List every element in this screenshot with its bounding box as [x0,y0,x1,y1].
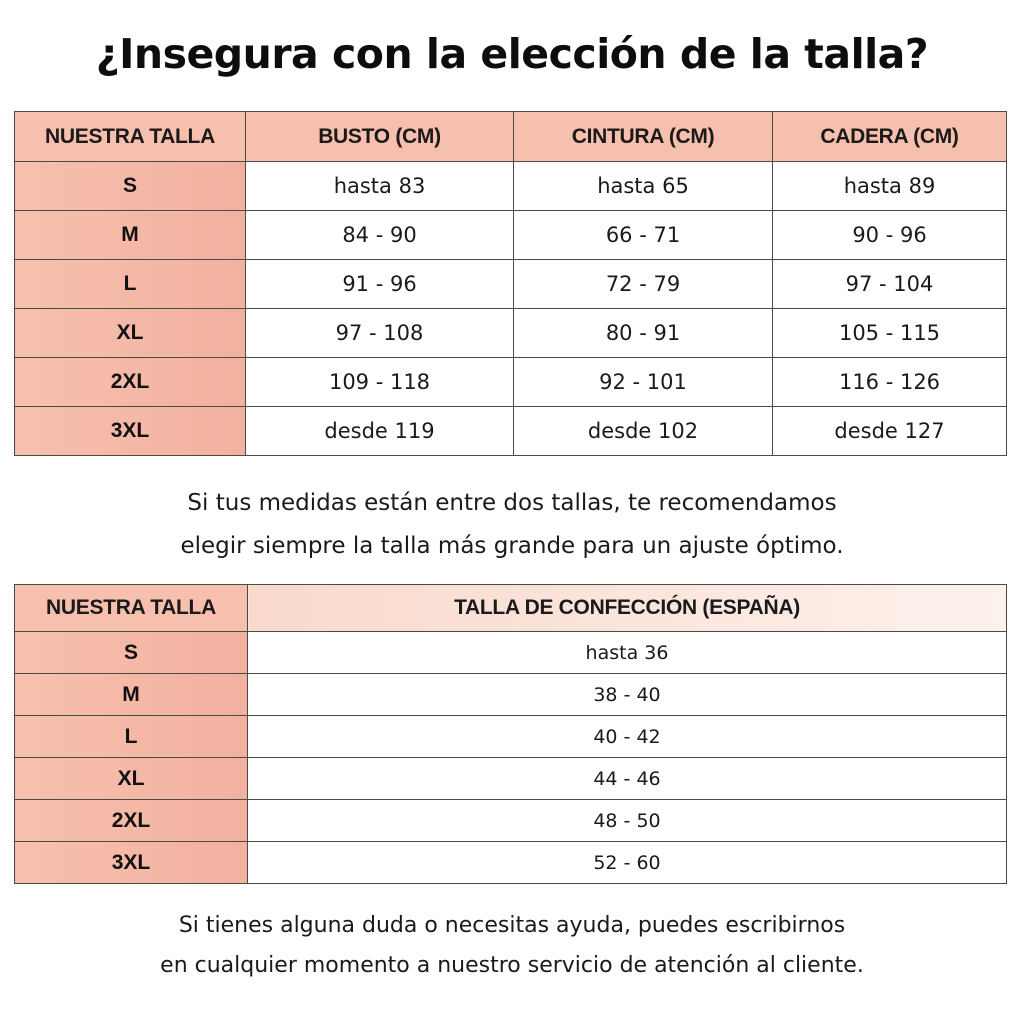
help-line-1: Si tienes alguna duda o necesitas ayuda,… [178,913,846,938]
header-busto: BUSTO (CM) [245,111,514,162]
size-cell: 3XL [14,406,246,456]
spain-size-cell: hasta 36 [247,631,1007,674]
size-cell: XL [14,308,246,358]
header-cadera: CADERA (CM) [772,111,1007,162]
table-row: M 84 - 90 66 - 71 90 - 96 [14,210,1007,260]
busto-cell: desde 119 [245,406,514,456]
table-row: L 91 - 96 72 - 79 97 - 104 [14,259,1007,309]
table-row: XL 97 - 108 80 - 91 105 - 115 [14,308,1007,358]
table-row: 2XL 109 - 118 92 - 101 116 - 126 [14,357,1007,407]
cintura-cell: desde 102 [513,406,773,456]
size-cell: S [14,161,246,211]
header-talla-confeccion: TALLA DE CONFECCIÓN (ESPAÑA) [247,584,1007,632]
cadera-cell: 97 - 104 [772,259,1007,309]
spain-size-cell: 44 - 46 [247,757,1007,800]
size-cell: L [14,259,246,309]
cadera-cell: desde 127 [772,406,1007,456]
cintura-cell: 72 - 79 [513,259,773,309]
size-cell: M [14,210,246,260]
header-cintura: CINTURA (CM) [513,111,773,162]
cadera-cell: hasta 89 [772,161,1007,211]
spain-size-cell: 48 - 50 [247,799,1007,842]
table-row: 2XL 48 - 50 [14,799,1007,842]
spain-size-cell: 52 - 60 [247,841,1007,884]
table-row: S hasta 36 [14,631,1007,674]
customer-service-note: Si tienes alguna duda o necesitas ayuda,… [0,906,1024,986]
table-row: 3XL desde 119 desde 102 desde 127 [14,406,1007,456]
busto-cell: 97 - 108 [245,308,514,358]
spain-size-cell: 38 - 40 [247,673,1007,716]
size-cell: S [14,631,248,674]
busto-cell: hasta 83 [245,161,514,211]
header-nuestra-talla: NUESTRA TALLA [14,111,246,162]
measurements-table: NUESTRA TALLA BUSTO (CM) CINTURA (CM) CA… [14,111,1007,456]
table-row: L 40 - 42 [14,715,1007,758]
size-cell: 2XL [14,357,246,407]
table-row: S hasta 83 hasta 65 hasta 89 [14,161,1007,211]
busto-cell: 109 - 118 [245,357,514,407]
help-line-2: en cualquier momento a nuestro servicio … [160,953,864,978]
cintura-cell: hasta 65 [513,161,773,211]
cintura-cell: 66 - 71 [513,210,773,260]
recommendation-line-2: elegir siempre la talla más grande para … [180,533,844,559]
size-cell: L [14,715,248,758]
size-cell: 3XL [14,841,248,884]
size-cell: XL [14,757,248,800]
cadera-cell: 105 - 115 [772,308,1007,358]
size-cell: 2XL [14,799,248,842]
cintura-cell: 92 - 101 [513,357,773,407]
size-recommendation-note: Si tus medidas están entre dos tallas, t… [0,482,1024,568]
table-row: M 38 - 40 [14,673,1007,716]
busto-cell: 84 - 90 [245,210,514,260]
cadera-cell: 90 - 96 [772,210,1007,260]
table-header-row: NUESTRA TALLA TALLA DE CONFECCIÓN (ESPAÑ… [14,584,1007,632]
table-header-row: NUESTRA TALLA BUSTO (CM) CINTURA (CM) CA… [14,111,1007,162]
recommendation-line-1: Si tus medidas están entre dos tallas, t… [187,490,837,516]
spain-size-cell: 40 - 42 [247,715,1007,758]
table-row: 3XL 52 - 60 [14,841,1007,884]
header-nuestra-talla: NUESTRA TALLA [14,584,248,632]
cintura-cell: 80 - 91 [513,308,773,358]
size-cell: M [14,673,248,716]
conversion-table: NUESTRA TALLA TALLA DE CONFECCIÓN (ESPAÑ… [14,584,1007,884]
page-title: ¿Insegura con la elección de la talla? [95,30,929,78]
table-row: XL 44 - 46 [14,757,1007,800]
busto-cell: 91 - 96 [245,259,514,309]
cadera-cell: 116 - 126 [772,357,1007,407]
